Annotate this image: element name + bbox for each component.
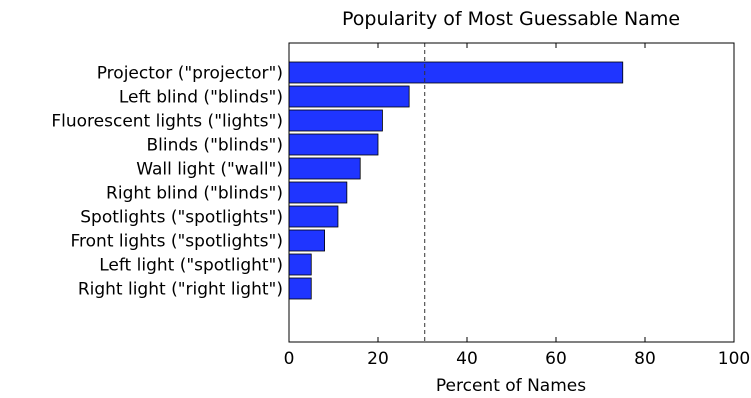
x-ticks-group: 0 20 40 60 80 100 — [284, 43, 750, 369]
x-tick-label: 0 — [284, 349, 295, 369]
bar-3 — [288, 109, 383, 132]
bar-9 — [288, 253, 312, 276]
category-label: Projector ("projector") — [97, 64, 283, 84]
category-label: Right blind ("blinds") — [106, 184, 283, 204]
bar-4 — [288, 133, 379, 156]
category-label: Left blind ("blinds") — [119, 88, 283, 108]
x-tick-label: 80 — [634, 349, 656, 369]
bar-6 — [288, 181, 348, 204]
bar-1 — [288, 61, 624, 84]
x-tick-label: 100 — [718, 349, 750, 369]
category-label: Left light ("spotlight") — [99, 256, 283, 276]
category-label: Fluorescent lights ("lights") — [51, 112, 283, 132]
category-labels-group: Projector ("projector") Left blind ("blin… — [51, 64, 283, 300]
bar-7 — [288, 205, 339, 228]
x-tick-label: 60 — [545, 349, 567, 369]
category-label: Right light ("right light") — [78, 280, 283, 300]
category-label: Blinds ("blinds") — [147, 136, 284, 156]
category-label: Wall light ("wall") — [136, 160, 283, 180]
bar-5 — [288, 157, 361, 180]
category-label: Front lights ("spotlights") — [71, 232, 284, 252]
plot-frame — [288, 42, 735, 343]
category-label: Spotlights ("spotlights") — [80, 208, 283, 228]
x-tick-label: 20 — [367, 349, 389, 369]
x-tick-label: 40 — [456, 349, 478, 369]
bar-10 — [288, 277, 312, 300]
bar-8 — [288, 229, 325, 252]
chart-title: Popularity of Most Guessable Name — [342, 8, 680, 30]
bars-group — [288, 61, 624, 300]
x-axis-label: Percent of Names — [436, 376, 586, 396]
bar-2 — [288, 85, 410, 108]
